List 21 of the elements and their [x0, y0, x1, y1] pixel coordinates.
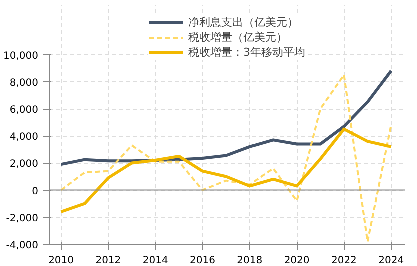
x-tick-label: 2020	[284, 256, 310, 266]
legend-label: 税收增量：3年移动平均	[188, 45, 306, 60]
line-series	[60, 128, 393, 214]
legend-label: 税收增量（亿美元）	[188, 30, 288, 45]
y-tick-label: -2,000	[6, 213, 39, 224]
x-tick-label: 2014	[142, 256, 168, 266]
legend-label: 净利息支出（亿美元）	[188, 15, 298, 30]
y-tick-label: -4,000	[6, 240, 39, 252]
y-tick-label: 8,000	[10, 78, 39, 89]
x-tick-label: 2010	[48, 256, 74, 266]
y-tick-label: 6,000	[10, 105, 39, 116]
x-tick-label: 2024	[378, 256, 404, 266]
line-series	[60, 74, 392, 243]
x-tick-label: 2012	[96, 256, 122, 266]
y-tick-label: 4,000	[10, 132, 39, 144]
y-tick-label: 2,000	[10, 159, 39, 170]
y-tick-label: 0	[32, 186, 39, 198]
y-tick-label: 10,000	[4, 50, 39, 62]
x-tick-label: 2018	[237, 256, 263, 266]
x-tick-label: 2016	[190, 256, 216, 266]
x-tick-label: 2022	[331, 256, 357, 266]
